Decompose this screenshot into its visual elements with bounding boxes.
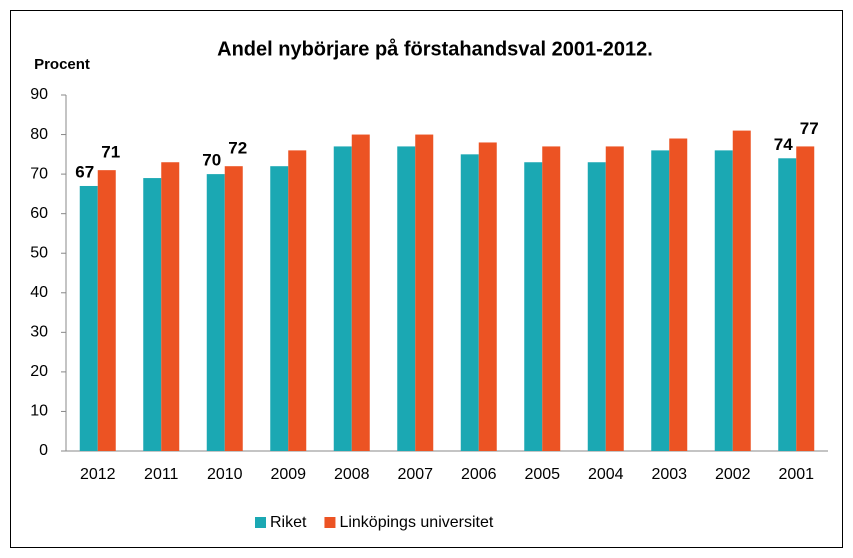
- y-tick-label: 0: [39, 442, 48, 459]
- bar: [270, 166, 289, 451]
- bar: [478, 142, 497, 451]
- bar: [460, 154, 479, 452]
- y-tick-label: 20: [30, 363, 48, 380]
- data-label: 71: [101, 143, 120, 162]
- data-label: 74: [774, 135, 793, 154]
- x-tick-label: 2004: [588, 466, 624, 483]
- bar: [605, 146, 624, 451]
- x-tick-label: 2007: [397, 466, 433, 483]
- chart-title: Andel nybörjare på förstahandsval 2001-2…: [217, 37, 653, 60]
- y-tick-label: 40: [30, 284, 48, 301]
- x-tick-label: 2002: [715, 466, 751, 483]
- bar: [415, 134, 434, 452]
- y-tick-label: 10: [30, 403, 48, 420]
- bar: [669, 138, 688, 451]
- bar: [542, 146, 561, 451]
- x-tick-label: 2011: [144, 466, 179, 483]
- bar: [224, 166, 243, 451]
- x-tick-label: 2003: [651, 466, 687, 483]
- x-tick-label: 2005: [524, 466, 560, 483]
- y-tick-label: 80: [30, 126, 48, 143]
- data-label: 72: [228, 139, 247, 158]
- y-tick-label: 60: [30, 205, 48, 222]
- y-axis-label: Procent: [34, 56, 90, 73]
- legend-swatch: [255, 517, 266, 528]
- legend-label: Riket: [270, 514, 307, 531]
- bar: [651, 150, 670, 451]
- bar: [143, 178, 162, 452]
- bar: [778, 158, 797, 452]
- x-tick-label: 2008: [334, 466, 370, 483]
- x-tick-label: 2010: [207, 466, 243, 483]
- bar: [524, 162, 543, 451]
- bar: [161, 162, 180, 451]
- y-tick-label: 50: [30, 244, 48, 261]
- bar: [79, 185, 98, 451]
- x-tick-label: 2009: [270, 466, 306, 483]
- bar: [796, 146, 815, 451]
- bar: [333, 146, 352, 451]
- y-tick-label: 70: [30, 165, 48, 182]
- bar: [587, 162, 606, 451]
- bar: [397, 146, 416, 451]
- x-tick-label: 2006: [461, 466, 497, 483]
- data-label: 67: [75, 162, 94, 181]
- bar: [288, 150, 307, 451]
- x-tick-label: 2012: [80, 466, 116, 483]
- bar: [714, 150, 733, 451]
- bar: [351, 134, 370, 452]
- y-tick-label: 30: [30, 324, 48, 341]
- x-tick-label: 2001: [778, 466, 814, 483]
- data-label: 77: [800, 119, 819, 138]
- data-label: 70: [202, 151, 221, 170]
- y-tick-label: 90: [30, 86, 48, 103]
- bar: [732, 130, 751, 451]
- legend-label: Linköpings universitet: [339, 514, 493, 531]
- legend-swatch: [324, 517, 336, 528]
- bar: [97, 170, 116, 451]
- bar: [206, 174, 225, 451]
